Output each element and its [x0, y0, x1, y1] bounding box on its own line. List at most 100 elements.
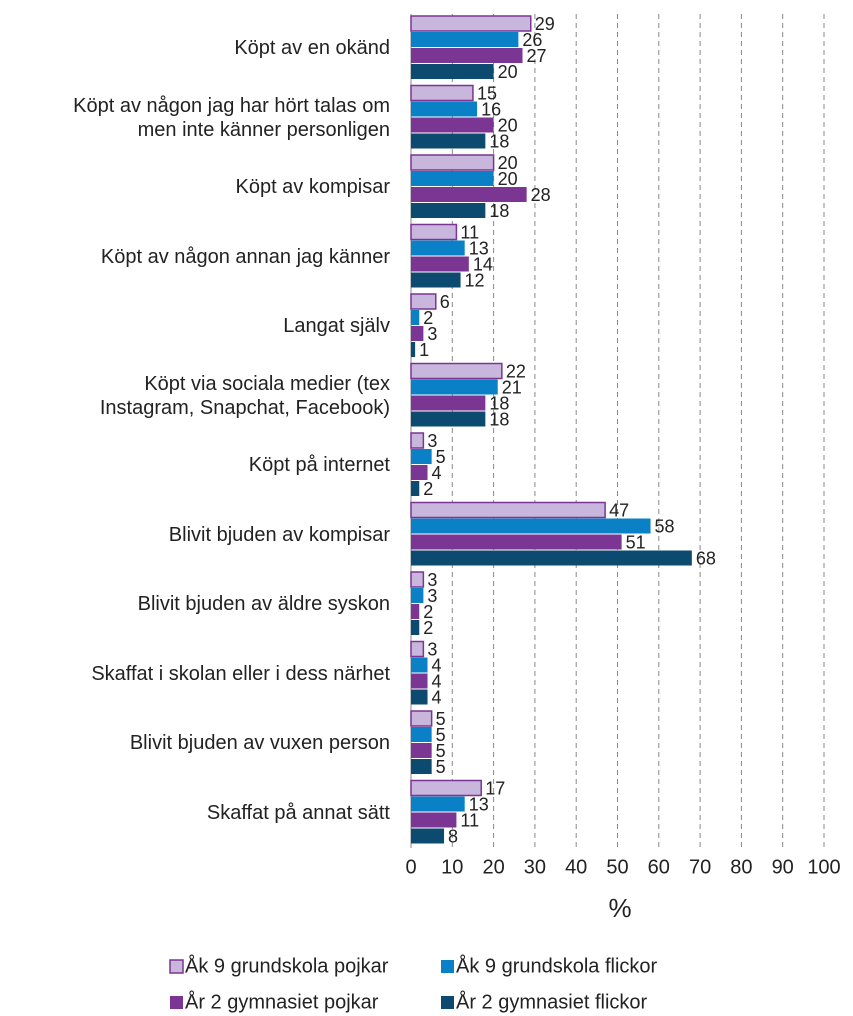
bar	[410, 293, 437, 310]
x-tick-label: 70	[689, 856, 711, 878]
value-label: 4	[432, 655, 442, 675]
value-label: 21	[502, 377, 522, 397]
bar	[411, 465, 428, 480]
value-label: 18	[489, 201, 509, 221]
value-label: 18	[489, 393, 509, 413]
value-label: 28	[531, 185, 551, 205]
x-tick-label: 90	[772, 856, 794, 878]
bar	[411, 604, 420, 619]
bar	[410, 154, 495, 171]
bar	[411, 657, 428, 673]
bar	[411, 689, 428, 705]
value-label: 47	[609, 500, 629, 520]
value-label: 22	[506, 361, 526, 381]
bar	[411, 828, 445, 844]
x-tick-label: 50	[606, 856, 628, 878]
bar	[411, 48, 523, 63]
bar	[411, 395, 486, 411]
legend-swatch	[441, 960, 454, 973]
bar	[411, 588, 424, 603]
value-label: 2	[423, 479, 433, 499]
x-tick-label: 20	[482, 856, 504, 878]
x-tick-label: 80	[730, 856, 752, 878]
bar	[411, 743, 432, 758]
bar	[411, 240, 465, 256]
value-label: 3	[427, 586, 437, 606]
value-label: 11	[460, 810, 479, 830]
legend-label: Åk 9 grundskola pojkar	[185, 954, 389, 977]
x-tick-label: 40	[565, 856, 587, 878]
value-label: 2	[423, 308, 433, 328]
value-label: 3	[427, 324, 437, 344]
x-tick-label: 30	[524, 856, 546, 878]
bar	[410, 571, 425, 588]
value-label: 20	[498, 115, 518, 135]
value-label: 11	[460, 222, 479, 242]
bar	[411, 117, 494, 133]
bar	[411, 550, 692, 566]
bar	[411, 171, 494, 186]
bar	[411, 411, 486, 427]
legend-swatch	[170, 996, 183, 1009]
value-label: 13	[469, 238, 489, 258]
bar	[410, 501, 606, 519]
value-label: 5	[436, 709, 446, 729]
y-tick-label: Köpt på internet	[248, 454, 390, 476]
bar	[411, 812, 457, 828]
bar	[411, 759, 432, 774]
value-label: 29	[535, 14, 555, 34]
y-tick-label: Blivit bjuden av vuxen person	[129, 732, 390, 754]
y-tick-label: Köpt via sociala medier (tex Instagram, …	[99, 372, 390, 419]
bar	[411, 101, 478, 117]
value-label: 4	[432, 463, 442, 483]
bar	[411, 203, 486, 218]
bar	[411, 310, 420, 325]
bar	[411, 534, 622, 550]
value-label: 51	[626, 532, 646, 552]
value-label: 2	[423, 618, 433, 638]
value-label: 13	[469, 794, 489, 814]
bar	[410, 223, 458, 241]
bar	[410, 84, 474, 102]
bar	[411, 272, 461, 288]
bar	[411, 518, 651, 534]
value-label: 5	[436, 447, 446, 467]
value-label: 3	[427, 570, 437, 590]
bar	[411, 133, 486, 149]
value-label: 3	[427, 639, 437, 659]
bar	[411, 342, 416, 357]
x-axis-label: %	[608, 893, 631, 923]
y-tick-label: Köpt av någon annan jag känner	[100, 245, 390, 268]
value-label: 2	[423, 602, 433, 622]
bar	[410, 640, 425, 658]
bar	[411, 620, 420, 635]
legend-swatch	[169, 959, 184, 974]
y-tick-label: Skaffat i skolan eller i dess närhet	[91, 662, 390, 685]
value-label: 68	[696, 548, 716, 568]
x-tick-label: 100	[807, 856, 840, 878]
bar	[410, 710, 433, 727]
bar	[411, 256, 469, 272]
bar	[411, 326, 424, 341]
value-label: 12	[465, 270, 485, 290]
bar	[411, 449, 432, 464]
value-label: 17	[485, 778, 505, 798]
value-label: 4	[432, 687, 442, 707]
bar	[410, 432, 425, 449]
x-tick-label: 60	[648, 856, 670, 878]
bar	[410, 15, 532, 32]
value-label: 18	[489, 131, 509, 151]
bar	[411, 481, 420, 496]
value-label: 18	[489, 409, 509, 429]
y-tick-label: Blivit bjuden av kompisar	[168, 523, 390, 546]
bar	[411, 32, 519, 47]
value-label: 5	[436, 741, 446, 761]
bar	[411, 64, 494, 79]
bar	[411, 796, 465, 812]
value-label: 6	[440, 292, 450, 312]
legend-label: Åk 9 grundskola flickor	[456, 954, 658, 977]
y-tick-label: Langat själv	[283, 315, 390, 337]
bar	[411, 187, 527, 202]
